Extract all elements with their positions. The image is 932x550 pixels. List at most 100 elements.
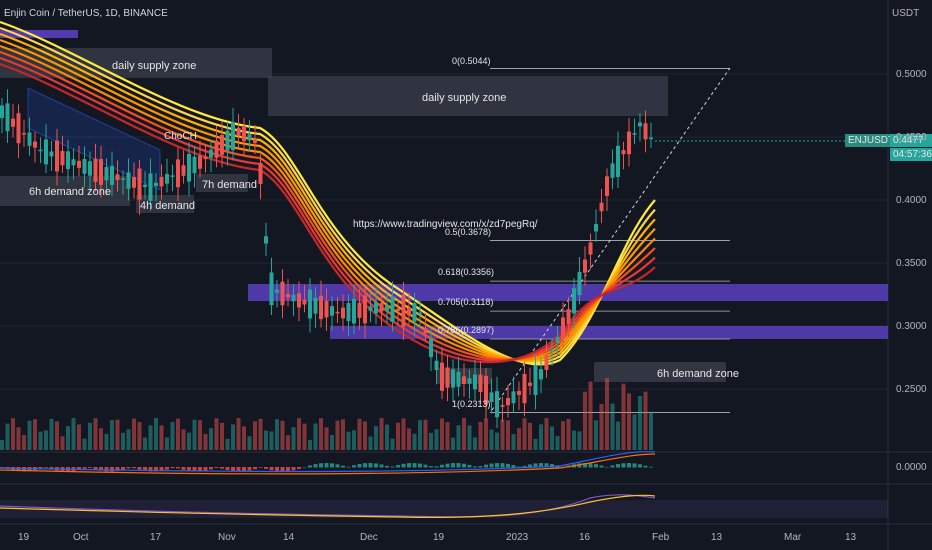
volume-bar [38, 431, 43, 450]
osc-bar [148, 467, 153, 472]
volume-bar [363, 421, 367, 450]
candle-body [368, 306, 373, 311]
osc-bar [544, 463, 549, 468]
osc-bar [242, 467, 246, 472]
purple-zone [248, 284, 888, 301]
ribbon-band [0, 26, 656, 364]
candle-body [126, 172, 131, 189]
osc-bar [0, 467, 4, 468]
osc-bar [49, 467, 54, 470]
x-tick: 17 [150, 532, 162, 543]
osc-bar [115, 467, 120, 471]
volume-bar [445, 422, 450, 450]
candle-body [434, 360, 439, 370]
volume-bar [16, 427, 21, 450]
volume-bar [528, 422, 532, 450]
volume-bar [5, 423, 10, 450]
ribbon-band [0, 44, 656, 361]
volume-bar [176, 418, 180, 450]
volume-bar [286, 435, 290, 450]
volume-bar [308, 439, 312, 450]
ticker-symbol: ENJUSDT [845, 134, 895, 147]
osc-bar [319, 463, 323, 468]
volume-bar [115, 419, 120, 450]
candle-body [291, 294, 296, 302]
candle-body [220, 135, 224, 155]
volume-bar [561, 421, 565, 450]
osc-bar [500, 463, 505, 468]
volume-bar [66, 426, 70, 450]
osc-bar [533, 463, 538, 468]
volume-bar [297, 418, 301, 450]
candle-body [148, 173, 153, 201]
osc-bar [610, 465, 615, 468]
osc-bar [638, 464, 642, 468]
candle-body [583, 259, 587, 273]
osc-bar [297, 467, 301, 470]
osc-bar [275, 467, 279, 472]
candle-body [121, 178, 125, 180]
volume-bar [478, 421, 483, 450]
osc-bar [594, 464, 598, 468]
osc-bar [159, 467, 164, 471]
rsi-line [0, 494, 656, 518]
candle-body [137, 168, 142, 200]
ribbon-band [0, 50, 656, 361]
osc-bar [407, 463, 411, 468]
daily-supply-zone-label: daily supply zone [422, 92, 507, 104]
volume-bar [22, 435, 26, 450]
osc-bar [181, 467, 186, 470]
volume-bar [423, 419, 428, 450]
candle-body [225, 130, 230, 151]
candle-body [500, 405, 505, 407]
x-tick: Dec [360, 532, 378, 543]
osc-bar [451, 463, 455, 468]
volume-bar [550, 426, 554, 450]
currency-label: USDT [892, 8, 920, 19]
osc-bar [132, 467, 136, 469]
candle-body [5, 103, 10, 132]
candle-body [577, 271, 582, 296]
x-tick: 2023 [506, 532, 529, 543]
osc-bar [104, 467, 109, 472]
candle-body [302, 299, 307, 305]
volume-bar [104, 433, 109, 450]
volume-bar [407, 428, 411, 450]
volume-bar [280, 420, 285, 450]
candle-body [522, 374, 527, 404]
volume-bar [275, 419, 279, 450]
volume-bar [467, 425, 472, 450]
osc-bar [418, 463, 422, 468]
osc-bar [126, 467, 131, 469]
volume-bar [577, 431, 582, 450]
osc-bar [489, 463, 494, 468]
candle-body [203, 156, 208, 160]
osc-bar [335, 464, 340, 468]
candle-body [187, 153, 191, 182]
candle-body [154, 182, 158, 187]
candle-body [588, 242, 593, 255]
candle-body [330, 306, 334, 316]
volume-bar [412, 433, 417, 450]
candle-body [638, 122, 642, 127]
candle-body [66, 151, 70, 170]
osc-bar [621, 463, 626, 468]
osc-bar [643, 465, 648, 468]
volume-bar [60, 436, 65, 450]
osc-bar [99, 467, 103, 471]
candle-body [352, 298, 356, 324]
osc-bar [170, 467, 175, 469]
volume-bar [396, 422, 400, 450]
x-tick: 14 [283, 532, 295, 543]
macd-line [0, 451, 656, 473]
volume-bar [49, 418, 54, 450]
candle-body [308, 289, 312, 319]
volume-bar [638, 396, 642, 450]
candle-body [374, 302, 378, 314]
osc-bar [649, 466, 653, 468]
volume-bar [209, 428, 213, 450]
osc-bar [605, 466, 609, 468]
volume-bar [555, 436, 560, 450]
candle-body [60, 151, 65, 166]
